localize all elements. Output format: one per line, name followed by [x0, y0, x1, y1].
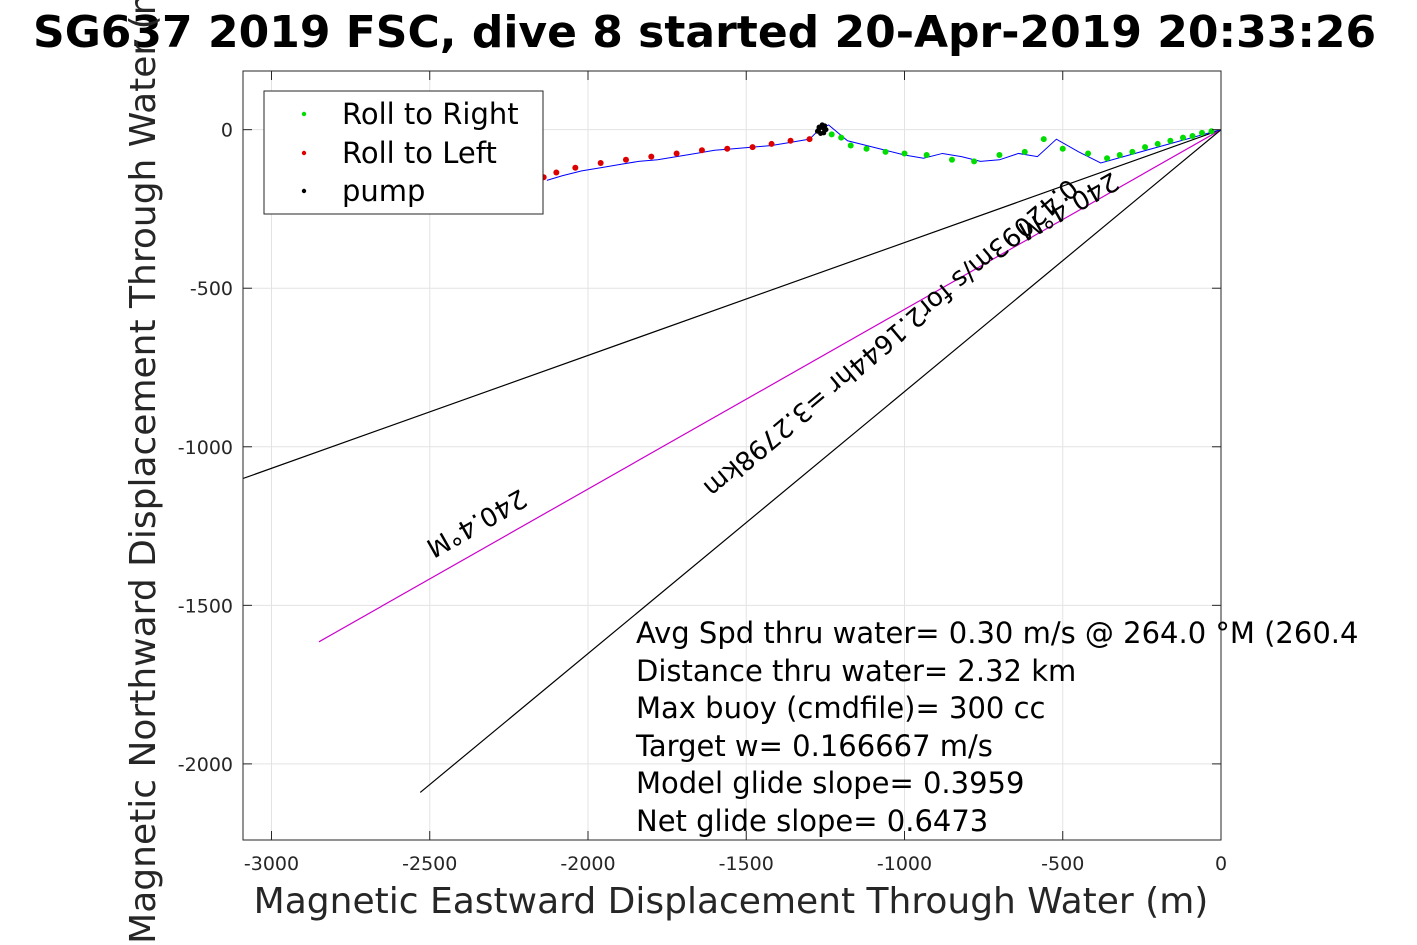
marker-layer	[540, 122, 1215, 181]
annotation-max-buoy: Max buoy (cmdfile)= 300 cc	[636, 691, 1045, 725]
legend-label-roll-right: Roll to Right	[342, 97, 519, 131]
legend: Roll to Right Roll to Left pump	[263, 90, 544, 215]
roll-right-point	[838, 134, 845, 141]
x-tick-label: -1500	[719, 853, 774, 875]
roll-right-point	[1167, 137, 1174, 144]
x-tick-label: -1000	[877, 853, 932, 875]
y-tick-label: -1500	[178, 595, 233, 617]
reference-line-heading	[318, 129, 1221, 643]
y-tick-label: 0	[221, 120, 233, 142]
roll-right-point	[1180, 134, 1187, 141]
roll-right-point	[971, 158, 978, 165]
legend-marker-pump	[301, 188, 307, 194]
y-axis-label: Magnetic Northward Displacement Through …	[123, 0, 164, 944]
roll-right-point	[1154, 140, 1161, 147]
track-layer	[546, 124, 1221, 181]
y-tick-label: -1000	[178, 437, 233, 459]
roll-right-point	[882, 148, 889, 155]
roll-right-point	[996, 152, 1003, 159]
annotation-target-w: Target w= 0.166667 m/s	[635, 729, 993, 763]
stats-annotation: Avg Spd thru water= 0.30 m/s @ 264.0 °M …	[635, 616, 1358, 838]
roll-right-point	[923, 152, 930, 159]
roll-right-point	[847, 142, 854, 149]
annotation-distance: Distance thru water= 2.32 km	[636, 654, 1076, 688]
y-tick-label: -2000	[178, 754, 233, 776]
axis-ticks: -3000 -2500 -2000 -1500 -1000 -500 0 -2000 -1500…	[178, 71, 1227, 875]
track-line	[546, 124, 1221, 181]
x-tick-label: -3000	[244, 853, 299, 875]
annotation-model-glide-slope: Model glide slope= 0.3959	[636, 766, 1024, 800]
legend-label-pump: pump	[342, 174, 425, 208]
plot-frame	[242, 70, 1222, 841]
x-tick-label: -2000	[560, 853, 615, 875]
roll-right-point	[1059, 145, 1066, 152]
roll-right-point	[1199, 129, 1206, 136]
roll-left-point	[597, 159, 604, 166]
roll-left-point	[768, 140, 775, 147]
roll-left-point	[622, 156, 629, 163]
pump-point	[821, 126, 827, 132]
x-tick-label: -2500	[402, 853, 457, 875]
chart-title: SG637 2019 FSC, dive 8 started 20-Apr-20…	[33, 7, 1376, 58]
roll-right-point	[1142, 144, 1149, 151]
roll-right-point	[828, 131, 835, 138]
y-tick-label: -500	[190, 278, 233, 300]
roll-right-point	[1085, 150, 1092, 157]
roll-left-point	[724, 145, 731, 152]
roll-right-point	[1040, 136, 1047, 143]
roll-left-point	[572, 164, 579, 171]
roll-left-point	[787, 137, 794, 144]
x-tick-label: -500	[1041, 853, 1084, 875]
roll-right-point	[1129, 148, 1136, 155]
roll-right-point	[948, 156, 955, 163]
annotation-avg-speed: Avg Spd thru water= 0.30 m/s @ 264.0 °M …	[636, 616, 1358, 650]
legend-marker-roll-right	[301, 111, 307, 117]
roll-left-point	[553, 169, 560, 176]
roll-left-point	[749, 144, 756, 151]
reference-line-lower-bound	[419, 129, 1221, 793]
legend-marker-roll-left	[301, 150, 307, 156]
roll-left-point	[698, 147, 705, 154]
legend-label-roll-left: Roll to Left	[342, 136, 497, 170]
grid	[243, 71, 1222, 840]
annotation-net-glide-slope: Net glide slope= 0.6473	[636, 804, 988, 838]
roll-left-point	[648, 153, 655, 160]
roll-left-point	[806, 136, 813, 143]
reference-line-upper-bound	[243, 129, 1221, 480]
x-axis-label: Magnetic Eastward Displacement Through W…	[254, 881, 1209, 922]
roll-right-point	[1021, 148, 1028, 155]
reference-lines	[243, 129, 1221, 793]
roll-left-point	[673, 150, 680, 157]
roll-right-point	[1116, 152, 1123, 159]
roll-right-point	[1104, 155, 1111, 162]
roll-right-point	[1189, 133, 1196, 140]
roll-right-point	[863, 145, 870, 152]
roll-right-point	[901, 150, 908, 157]
legend-box	[263, 90, 544, 215]
x-tick-label: 0	[1215, 853, 1227, 875]
roll-right-point	[1208, 128, 1215, 135]
